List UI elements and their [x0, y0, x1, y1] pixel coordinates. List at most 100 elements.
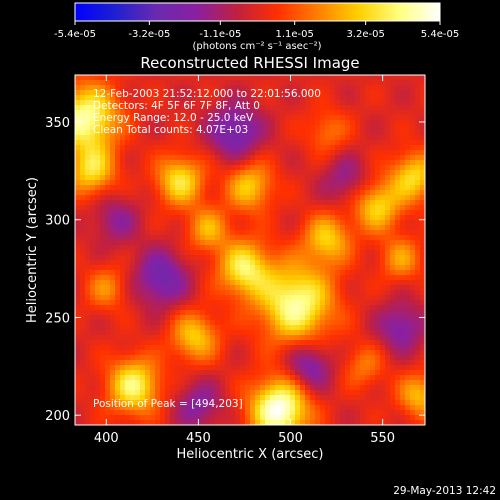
heatmap-cell [80, 215, 86, 221]
heatmap-cell [245, 245, 251, 251]
heatmap-cell [280, 145, 286, 151]
heatmap-cell [255, 345, 261, 351]
heatmap-cell [275, 300, 281, 306]
heatmap-cell [210, 80, 216, 86]
heatmap-cell [365, 155, 371, 161]
heatmap-cell [335, 310, 341, 316]
heatmap-cell [305, 85, 311, 91]
heatmap-cell [400, 390, 406, 396]
heatmap-cell [185, 330, 191, 336]
heatmap-cell [125, 255, 131, 261]
heatmap-cell [345, 150, 351, 156]
heatmap-cell [150, 400, 156, 406]
heatmap-cell [265, 170, 271, 176]
heatmap-cell [170, 300, 176, 306]
heatmap-cell [370, 185, 376, 191]
heatmap-cell [135, 365, 141, 371]
heatmap-cell [135, 250, 141, 256]
heatmap-cell [340, 265, 346, 271]
heatmap-cell [280, 245, 286, 251]
heatmap-cell [110, 355, 116, 361]
heatmap-cell [185, 215, 191, 221]
heatmap-cell [175, 240, 181, 246]
heatmap-cell [150, 125, 156, 131]
heatmap-cell [325, 300, 331, 306]
heatmap-cell [90, 290, 96, 296]
heatmap-cell [285, 290, 291, 296]
heatmap-cell [100, 175, 106, 181]
heatmap-cell [155, 95, 161, 101]
heatmap-cell [140, 100, 146, 106]
heatmap-cell [290, 265, 296, 271]
heatmap-cell [145, 345, 151, 351]
heatmap-cell [315, 420, 321, 426]
heatmap-cell [410, 170, 416, 176]
heatmap-cell [150, 75, 156, 81]
heatmap-cell [370, 130, 376, 136]
heatmap-cell [250, 215, 256, 221]
heatmap-cell [215, 190, 221, 196]
heatmap-cell [375, 280, 381, 286]
heatmap-cell [115, 155, 121, 161]
heatmap-cell [145, 210, 151, 216]
heatmap-cell [290, 285, 296, 291]
heatmap-cell [385, 195, 391, 201]
heatmap-cell [95, 170, 101, 176]
heatmap-cell [135, 270, 141, 276]
heatmap-cell [290, 350, 296, 356]
heatmap-cell [400, 230, 406, 236]
heatmap-cell [100, 200, 106, 206]
heatmap-cell [90, 420, 96, 426]
heatmap-cell [260, 90, 266, 96]
heatmap-cell [105, 370, 111, 376]
heatmap-cell [415, 280, 421, 286]
heatmap-cell [350, 320, 356, 326]
heatmap-cell [410, 75, 416, 81]
heatmap-cell [310, 260, 316, 266]
x-tick-label: 450 [186, 431, 211, 446]
heatmap-cell [235, 215, 241, 221]
heatmap-cell [295, 340, 301, 346]
heatmap-cell [290, 395, 296, 401]
heatmap-cell [410, 175, 416, 181]
heatmap-cell [365, 380, 371, 386]
heatmap-cell [190, 295, 196, 301]
heatmap-cell [240, 200, 246, 206]
heatmap-cell [415, 200, 421, 206]
heatmap-cell [410, 360, 416, 366]
heatmap-cell [235, 250, 241, 256]
heatmap-cell [315, 190, 321, 196]
heatmap-cell [250, 395, 256, 401]
heatmap-cell [170, 255, 176, 261]
heatmap-cell [300, 215, 306, 221]
heatmap-cell [375, 135, 381, 141]
heatmap-cell [380, 115, 386, 121]
heatmap-cell [100, 255, 106, 261]
heatmap-cell [220, 95, 226, 101]
heatmap-cell [390, 300, 396, 306]
heatmap-cell [275, 170, 281, 176]
heatmap-cell [420, 110, 426, 116]
heatmap-cell [110, 410, 116, 416]
heatmap-cell [225, 335, 231, 341]
heatmap-cell [260, 365, 266, 371]
heatmap-cell [380, 135, 386, 141]
heatmap-cell [355, 110, 361, 116]
heatmap-cell [295, 345, 301, 351]
heatmap-cell [105, 390, 111, 396]
heatmap-cell [200, 185, 206, 191]
heatmap-cell [225, 395, 231, 401]
heatmap-cell [135, 105, 141, 111]
heatmap-cell [220, 320, 226, 326]
heatmap-cell [200, 315, 206, 321]
heatmap-cell [250, 290, 256, 296]
heatmap-cell [390, 220, 396, 226]
heatmap-cell [290, 145, 296, 151]
heatmap-cell [200, 210, 206, 216]
heatmap-cell [155, 375, 161, 381]
heatmap-cell [235, 175, 241, 181]
heatmap-cell [360, 415, 366, 421]
heatmap-cell [120, 390, 126, 396]
heatmap-cell [325, 325, 331, 331]
heatmap-cell [215, 320, 221, 326]
